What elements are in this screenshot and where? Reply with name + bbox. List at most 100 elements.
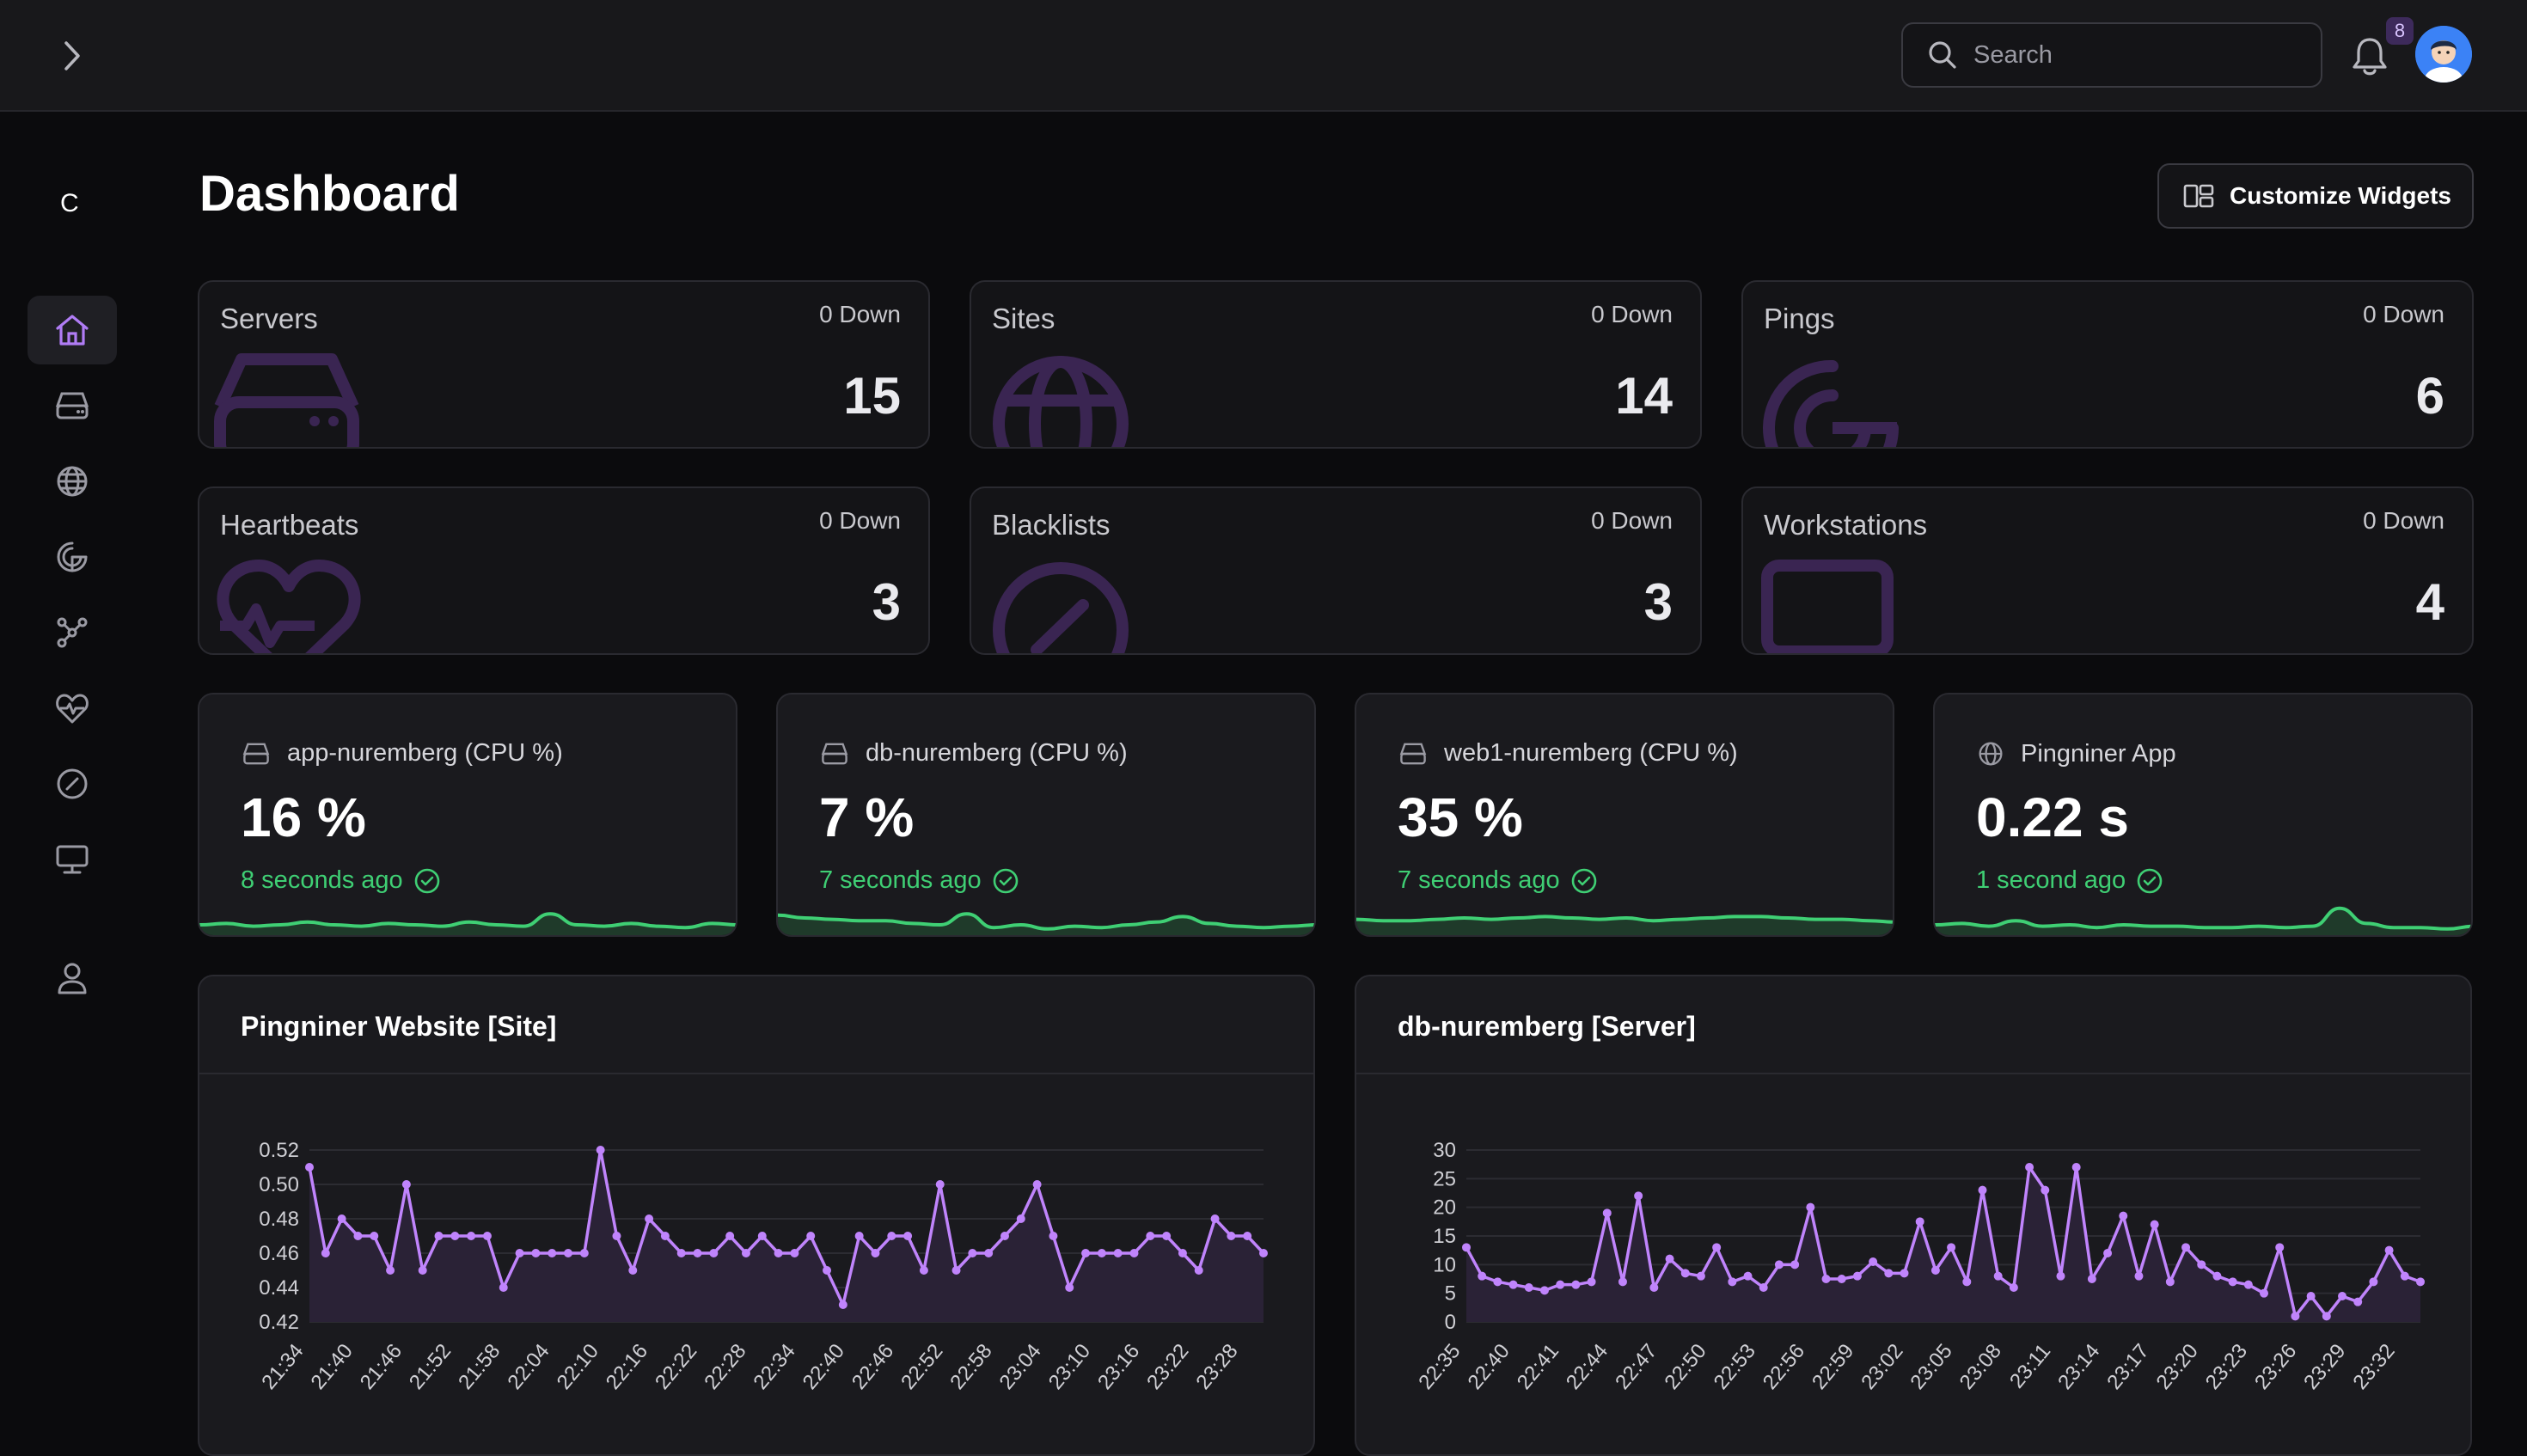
data-point[interactable]: [1508, 1280, 1518, 1289]
data-point[interactable]: [2056, 1271, 2065, 1281]
data-point[interactable]: [401, 1180, 411, 1189]
data-point[interactable]: [1649, 1283, 1659, 1292]
data-point[interactable]: [1602, 1208, 1612, 1218]
data-point[interactable]: [806, 1232, 816, 1240]
data-point[interactable]: [725, 1232, 735, 1240]
data-point[interactable]: [1129, 1249, 1139, 1257]
data-point[interactable]: [2009, 1283, 2018, 1292]
sidebar-item-blacklists[interactable]: [28, 749, 117, 818]
data-point[interactable]: [353, 1232, 363, 1240]
stat-card-blacklists[interactable]: Blacklists 0 Down 3: [970, 486, 1702, 655]
data-point[interactable]: [1032, 1180, 1042, 1189]
search-input[interactable]: [1973, 40, 2300, 70]
data-point[interactable]: [1587, 1277, 1596, 1287]
expand-sidebar-button[interactable]: [53, 34, 91, 77]
data-point[interactable]: [1743, 1271, 1753, 1281]
data-point[interactable]: [1665, 1254, 1674, 1263]
data-point[interactable]: [1696, 1271, 1705, 1281]
data-point[interactable]: [2212, 1271, 2222, 1281]
data-point[interactable]: [1146, 1232, 1155, 1240]
data-point[interactable]: [1978, 1185, 1987, 1195]
data-point[interactable]: [321, 1249, 330, 1257]
data-point[interactable]: [741, 1249, 750, 1257]
data-point[interactable]: [1852, 1271, 1862, 1281]
data-point[interactable]: [2400, 1271, 2409, 1281]
data-point[interactable]: [1478, 1271, 1487, 1281]
data-point[interactable]: [305, 1163, 314, 1172]
data-point[interactable]: [2260, 1288, 2269, 1298]
data-point[interactable]: [2384, 1245, 2394, 1255]
data-point[interactable]: [1162, 1232, 1172, 1240]
data-point[interactable]: [2353, 1297, 2363, 1306]
stat-card-heartbeats[interactable]: Heartbeats 0 Down 3: [198, 486, 930, 655]
data-point[interactable]: [2025, 1163, 2034, 1172]
data-point[interactable]: [660, 1232, 670, 1240]
data-point[interactable]: [548, 1249, 557, 1257]
data-point[interactable]: [645, 1214, 654, 1223]
data-point[interactable]: [887, 1232, 896, 1240]
data-point[interactable]: [2041, 1185, 2050, 1195]
data-point[interactable]: [903, 1232, 913, 1240]
monitor-card-app-nuremberg[interactable]: app-nuremberg (CPU %) 16 % 8 seconds ago: [198, 693, 737, 937]
data-point[interactable]: [2243, 1280, 2253, 1289]
data-point[interactable]: [1524, 1283, 1533, 1292]
data-point[interactable]: [984, 1249, 994, 1257]
stat-card-servers[interactable]: Servers 0 Down 15: [198, 280, 930, 449]
sidebar-item-servers[interactable]: [28, 371, 117, 440]
data-point[interactable]: [1178, 1249, 1187, 1257]
data-point[interactable]: [2071, 1163, 2081, 1172]
data-point[interactable]: [790, 1249, 799, 1257]
data-point[interactable]: [1194, 1266, 1203, 1275]
data-point[interactable]: [1790, 1260, 1800, 1269]
search-box[interactable]: [1901, 22, 2322, 88]
data-point[interactable]: [2306, 1292, 2316, 1300]
data-point[interactable]: [2165, 1277, 2175, 1287]
data-point[interactable]: [628, 1266, 638, 1275]
data-point[interactable]: [1869, 1257, 1878, 1266]
monitor-card-db-nuremberg[interactable]: db-nuremberg (CPU %) 7 % 7 seconds ago: [776, 693, 1316, 937]
data-point[interactable]: [386, 1266, 395, 1275]
sidebar-item-workstations[interactable]: [28, 825, 117, 894]
data-point[interactable]: [1618, 1277, 1627, 1287]
data-point[interactable]: [1712, 1243, 1722, 1252]
data-point[interactable]: [2322, 1312, 2331, 1321]
data-point[interactable]: [1097, 1249, 1106, 1257]
data-point[interactable]: [1539, 1286, 1549, 1295]
data-point[interactable]: [596, 1146, 605, 1154]
data-point[interactable]: [919, 1266, 928, 1275]
sidebar-item-account[interactable]: [28, 944, 117, 1012]
sidebar-item-network[interactable]: [28, 598, 117, 667]
data-point[interactable]: [482, 1232, 492, 1240]
data-point[interactable]: [1759, 1283, 1768, 1292]
monitor-card-pingniner-app[interactable]: Pingniner App 0.22 s 1 second ago: [1933, 693, 2473, 937]
data-point[interactable]: [676, 1249, 686, 1257]
data-point[interactable]: [2150, 1220, 2159, 1229]
data-point[interactable]: [709, 1249, 719, 1257]
data-point[interactable]: [2338, 1292, 2347, 1300]
data-point[interactable]: [1571, 1280, 1581, 1289]
data-point[interactable]: [1930, 1266, 1940, 1275]
data-point[interactable]: [1774, 1260, 1784, 1269]
data-point[interactable]: [2181, 1243, 2191, 1252]
data-point[interactable]: [1462, 1243, 1471, 1252]
data-point[interactable]: [2228, 1277, 2237, 1287]
stat-card-sites[interactable]: Sites 0 Down 14: [970, 280, 1702, 449]
data-point[interactable]: [1900, 1269, 1909, 1278]
data-point[interactable]: [1884, 1269, 1894, 1278]
data-point[interactable]: [1962, 1277, 1972, 1287]
data-point[interactable]: [418, 1266, 427, 1275]
data-point[interactable]: [450, 1232, 460, 1240]
data-point[interactable]: [2291, 1312, 2300, 1321]
data-point[interactable]: [1993, 1271, 2003, 1281]
data-point[interactable]: [1837, 1275, 1846, 1283]
data-point[interactable]: [2275, 1243, 2285, 1252]
data-point[interactable]: [951, 1266, 961, 1275]
data-point[interactable]: [871, 1249, 880, 1257]
data-point[interactable]: [2087, 1275, 2096, 1283]
data-point[interactable]: [1227, 1232, 1236, 1240]
data-point[interactable]: [579, 1249, 589, 1257]
sidebar-item-sites[interactable]: [28, 447, 117, 516]
data-point[interactable]: [2416, 1277, 2425, 1287]
data-point[interactable]: [1243, 1232, 1252, 1240]
data-point[interactable]: [434, 1232, 444, 1240]
